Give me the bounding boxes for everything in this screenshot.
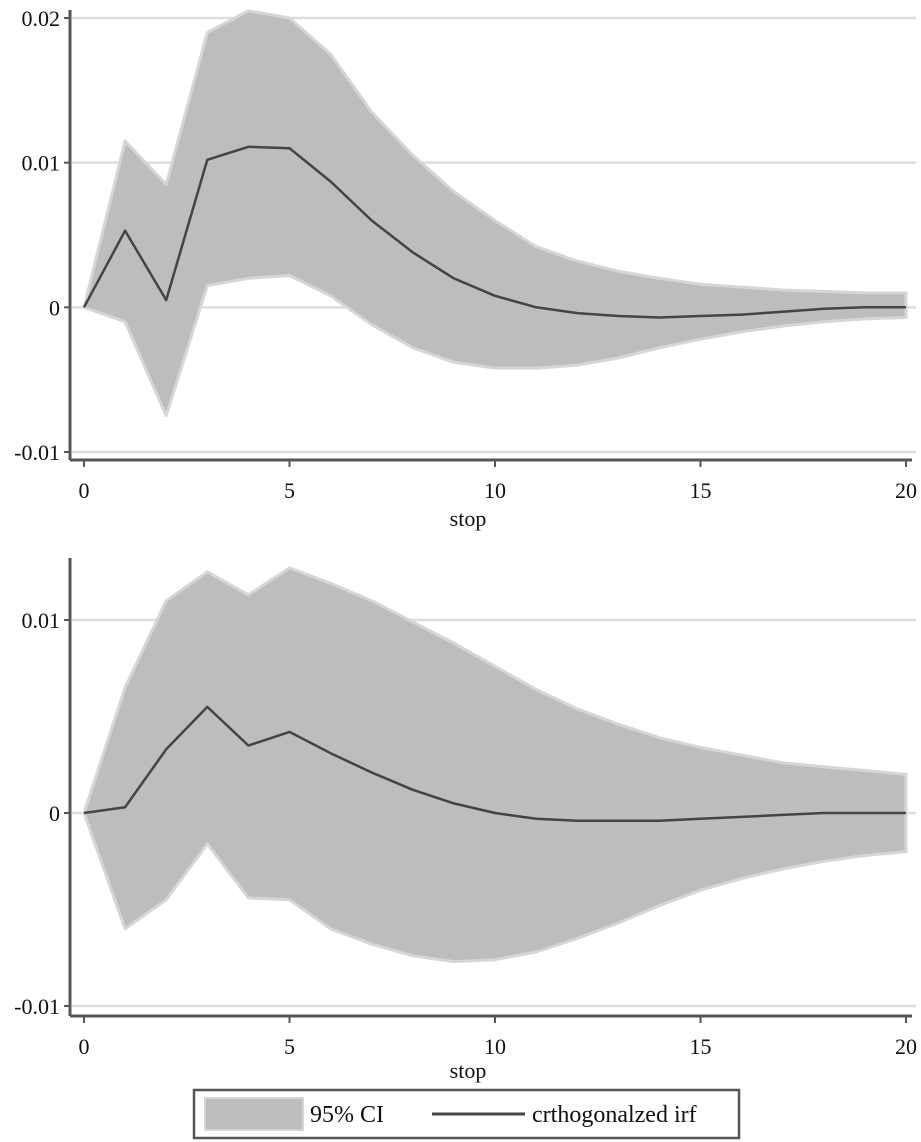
x-tick-label: 20 bbox=[895, 1034, 917, 1059]
ci-band bbox=[82, 566, 908, 964]
irf-line bbox=[83, 705, 906, 822]
legend-ci-label: 95% CI bbox=[310, 1102, 384, 1128]
chart-top: -0.01 0 0.01 0.02 0 5 10 15 20 stop bbox=[14, 6, 917, 531]
x-tick-label: 15 bbox=[690, 1034, 712, 1059]
chart-bottom: -0.01 0 0.01 0 5 10 15 20 stop bbox=[14, 558, 917, 1083]
irf-line bbox=[82, 145, 906, 319]
ci-band bbox=[82, 9, 908, 418]
x-tick-label: 10 bbox=[484, 1034, 506, 1059]
x-tick-label: 5 bbox=[284, 1034, 295, 1059]
y-tick-label: 0.01 bbox=[22, 608, 61, 633]
x-axis-title: stop bbox=[450, 1058, 487, 1083]
x-axis-title: stop bbox=[450, 506, 487, 531]
x-tick-label: 15 bbox=[690, 478, 712, 503]
legend-irf-label: crthogonalzed irf bbox=[532, 1102, 697, 1128]
x-tick-label: 0 bbox=[79, 478, 90, 503]
legend-ci-swatch bbox=[204, 1097, 304, 1131]
x-tick-label: 10 bbox=[484, 478, 506, 503]
x-tick-label: 20 bbox=[895, 478, 917, 503]
y-tick-label: 0 bbox=[49, 295, 60, 320]
x-tick-label: 0 bbox=[79, 1034, 90, 1059]
y-tick-label: -0.01 bbox=[14, 994, 60, 1019]
y-tick-label: -0.01 bbox=[14, 440, 60, 465]
y-tick-label: 0.01 bbox=[22, 151, 61, 176]
y-tick-label: 0.02 bbox=[22, 6, 61, 31]
x-tick-label: 5 bbox=[284, 478, 295, 503]
legend: 95% CI crthogonalzed irf bbox=[192, 1088, 741, 1140]
y-tick-label: 0 bbox=[49, 801, 60, 826]
